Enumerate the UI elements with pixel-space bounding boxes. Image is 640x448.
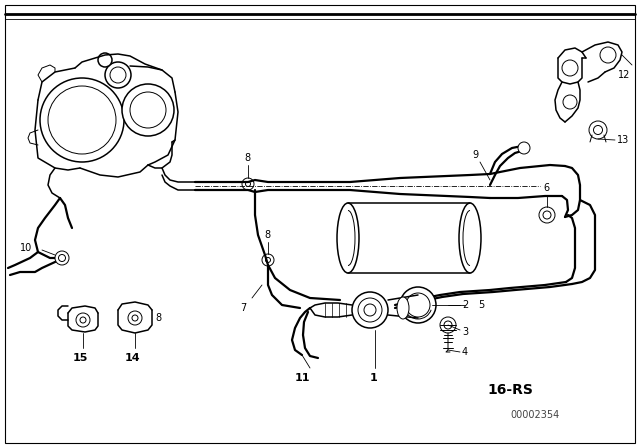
Circle shape <box>246 181 250 186</box>
Circle shape <box>406 293 430 317</box>
Text: 16-RS: 16-RS <box>487 383 533 397</box>
Text: 8: 8 <box>155 313 161 323</box>
Text: 9: 9 <box>472 150 478 160</box>
Circle shape <box>444 321 452 329</box>
Circle shape <box>76 313 90 327</box>
Text: 5: 5 <box>478 300 484 310</box>
Text: 11: 11 <box>295 373 310 383</box>
Text: 3: 3 <box>462 327 468 337</box>
Circle shape <box>539 207 555 223</box>
Text: 14: 14 <box>125 353 141 363</box>
Text: 4: 4 <box>462 347 468 357</box>
Text: 7: 7 <box>240 303 246 313</box>
Circle shape <box>98 53 112 67</box>
Circle shape <box>262 254 274 266</box>
Circle shape <box>58 254 65 262</box>
Circle shape <box>563 95 577 109</box>
Text: 8: 8 <box>244 153 250 163</box>
Circle shape <box>132 315 138 321</box>
Text: 8: 8 <box>264 230 270 240</box>
Circle shape <box>589 121 607 139</box>
Circle shape <box>266 258 271 263</box>
Circle shape <box>518 142 530 154</box>
Circle shape <box>110 67 126 83</box>
Circle shape <box>48 86 116 154</box>
Ellipse shape <box>459 203 481 273</box>
Ellipse shape <box>397 297 409 319</box>
Text: 15: 15 <box>73 353 88 363</box>
Circle shape <box>130 92 166 128</box>
Circle shape <box>600 47 616 63</box>
Text: 00002354: 00002354 <box>510 410 559 420</box>
Text: 10: 10 <box>20 243 32 253</box>
Circle shape <box>105 62 131 88</box>
Circle shape <box>55 251 69 265</box>
Circle shape <box>122 84 174 136</box>
Circle shape <box>128 311 142 325</box>
Circle shape <box>352 292 388 328</box>
Circle shape <box>400 287 436 323</box>
Text: 12: 12 <box>618 70 630 80</box>
Ellipse shape <box>337 203 359 273</box>
Circle shape <box>562 60 578 76</box>
Circle shape <box>358 298 382 322</box>
Text: 6: 6 <box>543 183 549 193</box>
Circle shape <box>440 317 456 333</box>
Circle shape <box>543 211 551 219</box>
Text: 13: 13 <box>617 135 629 145</box>
Circle shape <box>593 125 602 134</box>
Circle shape <box>80 317 86 323</box>
Circle shape <box>364 304 376 316</box>
Text: 1: 1 <box>370 373 378 383</box>
Text: 2: 2 <box>462 300 468 310</box>
Circle shape <box>242 178 254 190</box>
Circle shape <box>40 78 124 162</box>
